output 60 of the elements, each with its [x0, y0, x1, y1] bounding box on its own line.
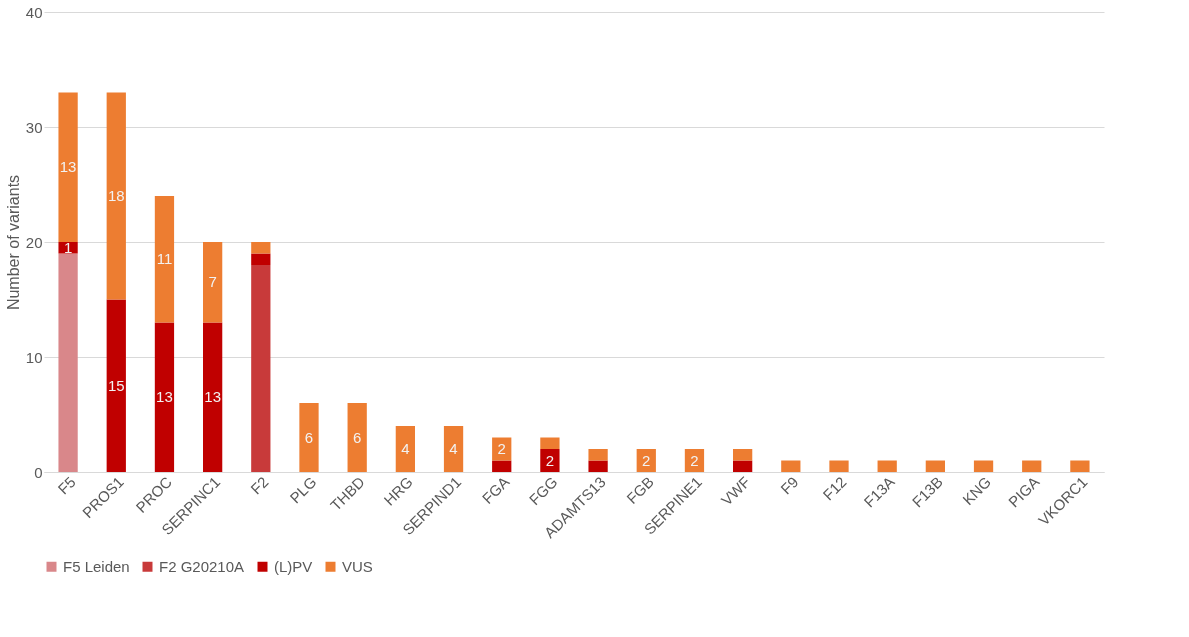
legend-label: (L)PV	[274, 557, 313, 575]
y-tick-label: 0	[34, 463, 43, 481]
bar	[829, 460, 849, 472]
bar	[395, 426, 415, 472]
bar	[973, 460, 994, 472]
data-label: 13	[204, 388, 221, 406]
bar	[251, 242, 271, 254]
legend-label: F2 G20210A	[159, 557, 245, 575]
bar	[299, 403, 319, 472]
data-label: 6	[353, 428, 362, 446]
bar	[251, 265, 271, 472]
data-label: 2	[642, 451, 651, 469]
bar	[106, 299, 126, 472]
bar	[154, 322, 175, 472]
x-tick-label: F2	[247, 473, 272, 498]
data-label: 1	[63, 238, 73, 256]
data-label: 7	[208, 273, 217, 291]
y-tick-label: 30	[25, 118, 43, 136]
bar	[492, 460, 512, 472]
bar	[154, 196, 175, 323]
y-axis-title: Number of variants	[4, 174, 22, 311]
data-label: 13	[156, 388, 173, 406]
data-label: 2	[690, 451, 699, 469]
bar	[781, 460, 801, 472]
bar	[251, 253, 271, 265]
data-label: 4	[449, 440, 458, 457]
bar	[588, 460, 608, 472]
bar	[203, 242, 223, 323]
y-tick-label: 40	[25, 3, 43, 21]
bar	[877, 460, 897, 472]
data-label: 13	[59, 158, 77, 176]
bar	[1070, 460, 1090, 472]
x-tick-label: F9	[777, 473, 802, 498]
bar	[1022, 460, 1042, 472]
bar	[58, 253, 78, 472]
y-tick-label: 20	[25, 233, 43, 251]
data-label: 4	[401, 440, 410, 457]
x-tick-label: F12	[819, 473, 850, 504]
bar	[588, 449, 608, 461]
y-tick-label: 10	[25, 348, 43, 366]
bar	[925, 460, 945, 472]
x-tick-label: F5	[54, 473, 79, 498]
data-label: 15	[107, 376, 125, 394]
legend-label: F5 Leiden	[63, 557, 130, 575]
bar	[443, 426, 464, 472]
bar	[540, 437, 560, 449]
bar	[733, 449, 753, 461]
data-label: 18	[107, 187, 125, 204]
bar	[58, 242, 78, 254]
data-label: 6	[304, 428, 314, 446]
bar	[58, 92, 78, 242]
bar	[733, 460, 753, 472]
data-label: 2	[545, 451, 555, 469]
bar	[203, 322, 223, 472]
bar	[106, 92, 126, 300]
data-label: 2	[497, 440, 506, 457]
data-label: 11	[156, 250, 173, 268]
bar	[347, 403, 367, 472]
bar	[540, 449, 560, 472]
legend-label: VUS	[342, 557, 373, 575]
